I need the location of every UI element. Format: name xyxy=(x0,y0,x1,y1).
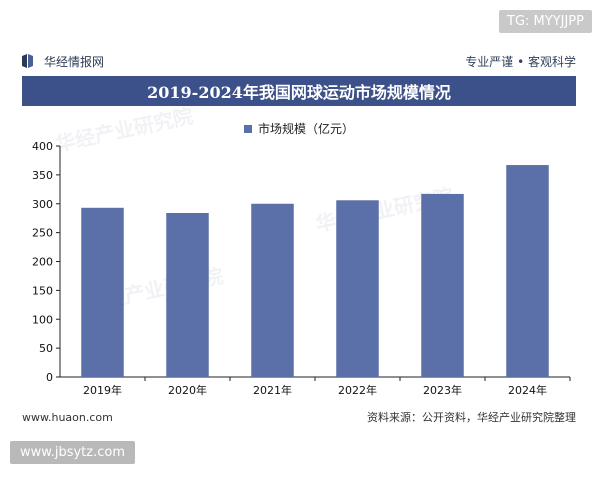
top-bar: 华经情报网 专业严谨 • 客观科学 xyxy=(22,50,576,72)
legend-label: 市场规模（亿元） xyxy=(258,122,355,136)
bar xyxy=(81,207,124,377)
brand: 华经情报网 xyxy=(22,53,104,70)
y-tick-label: 300 xyxy=(32,198,53,211)
y-tick-label: 150 xyxy=(32,284,53,297)
x-tick-label: 2022年 xyxy=(338,383,377,397)
legend: 市场规模（亿元） xyxy=(244,120,354,137)
y-tick-label: 200 xyxy=(32,256,53,269)
corner-tag-bottom-left: www.jbsytz.com xyxy=(10,441,135,464)
y-tick-label: 0 xyxy=(46,371,53,384)
bar xyxy=(506,165,549,377)
y-tick-label: 250 xyxy=(32,227,53,240)
footer: www.huaon.com 资料来源：公开资料，华经产业研究院整理 xyxy=(22,406,576,428)
footer-website: www.huaon.com xyxy=(22,410,113,424)
y-tick-label: 350 xyxy=(32,169,53,182)
chart-card: 华经情报网 专业严谨 • 客观科学 2019-2024年我国网球运动市场规模情况… xyxy=(14,44,584,434)
y-tick-label: 400 xyxy=(32,140,53,153)
bar xyxy=(336,200,379,377)
bar xyxy=(166,212,209,377)
bar xyxy=(421,193,464,377)
x-tick-label: 2020年 xyxy=(168,383,207,397)
brand-name: 华经情报网 xyxy=(44,54,105,69)
x-tick-label: 2023年 xyxy=(423,383,462,397)
y-tick-label: 50 xyxy=(39,342,53,355)
corner-tag-top-right: TG: MYYJJPP xyxy=(499,10,592,33)
tagline: 专业严谨 • 客观科学 xyxy=(465,54,576,69)
x-tick-label: 2021年 xyxy=(253,383,292,397)
x-tick-label: 2024年 xyxy=(508,383,547,397)
legend-swatch xyxy=(244,124,252,133)
y-tick-label: 100 xyxy=(32,313,53,326)
chart-title: 2019-2024年我国网球运动市场规模情况 xyxy=(22,76,576,106)
bar-chart: 0 50 100 150 200 250 300 350 400 2019年 2020年 2021年 2… xyxy=(32,140,571,397)
brand-logo-icon xyxy=(22,54,33,68)
footer-source: 资料来源：公开资料，华经产业研究院整理 xyxy=(367,411,576,424)
bar xyxy=(251,203,294,377)
x-tick-label: 2019年 xyxy=(83,383,122,397)
